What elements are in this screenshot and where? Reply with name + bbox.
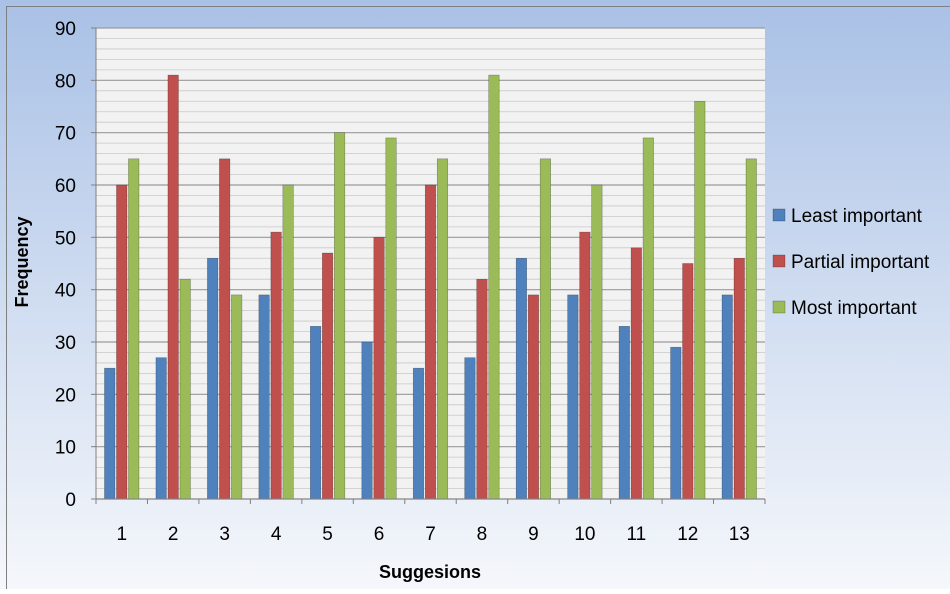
bar-most-important-5 xyxy=(334,133,345,499)
y-tick-label: 90 xyxy=(55,19,76,40)
y-tick-label: 70 xyxy=(55,124,76,145)
x-tick-label: 9 xyxy=(528,524,539,545)
y-tick-label: 10 xyxy=(55,438,76,459)
bar-most-important-11 xyxy=(643,138,654,499)
x-tick-label: 1 xyxy=(116,524,127,545)
x-tick-label: 8 xyxy=(477,524,488,545)
legend-label-partial-important: Partial important xyxy=(791,252,930,273)
x-tick-label: 2 xyxy=(168,524,179,545)
bar-least-important-5 xyxy=(310,326,321,499)
x-tick-label: 13 xyxy=(729,524,750,545)
y-tick-label: 30 xyxy=(55,333,76,354)
bar-least-important-2 xyxy=(156,358,167,499)
x-axis-label: Suggesions xyxy=(379,562,481,582)
bar-most-important-6 xyxy=(386,138,397,499)
bar-partial-important-9 xyxy=(528,295,539,499)
y-tick-label: 50 xyxy=(55,228,76,249)
x-tick-label: 11 xyxy=(626,524,646,545)
bar-partial-important-12 xyxy=(683,264,694,500)
x-tick-label: 5 xyxy=(322,524,333,545)
y-tick-label: 0 xyxy=(65,490,76,511)
bar-partial-important-4 xyxy=(271,232,282,499)
bar-partial-important-11 xyxy=(631,248,642,499)
legend-swatch-most-important xyxy=(773,301,785,313)
bar-least-important-12 xyxy=(671,347,682,499)
x-tick-label: 12 xyxy=(677,524,698,545)
bar-least-important-10 xyxy=(568,295,579,499)
bar-partial-important-8 xyxy=(477,279,488,499)
legend-label-least-important: Least important xyxy=(791,206,923,227)
x-tick-label: 3 xyxy=(219,524,230,545)
legend-swatch-partial-important xyxy=(773,255,785,267)
x-tick-label: 6 xyxy=(374,524,385,545)
y-tick-label: 40 xyxy=(55,281,76,302)
bar-least-important-13 xyxy=(722,295,733,499)
y-tick-label: 80 xyxy=(55,71,76,92)
bar-most-important-9 xyxy=(540,159,551,499)
bar-partial-important-7 xyxy=(425,185,436,499)
bar-most-important-7 xyxy=(437,159,448,499)
bar-least-important-11 xyxy=(619,326,630,499)
bar-most-important-1 xyxy=(128,159,139,499)
bar-most-important-4 xyxy=(283,185,294,499)
bar-partial-important-10 xyxy=(580,232,591,499)
bar-partial-important-5 xyxy=(322,253,333,499)
bar-partial-important-6 xyxy=(374,237,385,499)
bar-most-important-12 xyxy=(695,101,706,499)
y-tick-label: 20 xyxy=(55,385,76,406)
bar-most-important-13 xyxy=(746,159,757,499)
legend-swatch-least-important xyxy=(773,209,785,221)
x-tick-label: 7 xyxy=(425,524,436,545)
bar-most-important-10 xyxy=(592,185,603,499)
bar-least-important-3 xyxy=(207,258,218,499)
bar-least-important-4 xyxy=(259,295,270,499)
bar-least-important-6 xyxy=(362,342,373,499)
bar-partial-important-1 xyxy=(116,185,127,499)
bar-most-important-8 xyxy=(489,75,500,499)
x-tick-label: 10 xyxy=(574,524,595,545)
y-axis-label: Frequency xyxy=(12,216,32,307)
legend-label-most-important: Most important xyxy=(791,298,917,319)
bar-partial-important-3 xyxy=(219,159,230,499)
bar-least-important-9 xyxy=(516,258,527,499)
bar-most-important-2 xyxy=(180,279,191,499)
y-tick-label: 60 xyxy=(55,176,76,197)
bar-partial-important-13 xyxy=(734,258,745,499)
bar-least-important-1 xyxy=(104,368,115,499)
x-tick-label: 4 xyxy=(271,524,282,545)
bar-partial-important-2 xyxy=(168,75,179,499)
legend: Least important Partial important Most imp… xyxy=(773,206,930,319)
bar-most-important-3 xyxy=(231,295,242,499)
bar-least-important-7 xyxy=(413,368,424,499)
bar-least-important-8 xyxy=(465,358,476,499)
